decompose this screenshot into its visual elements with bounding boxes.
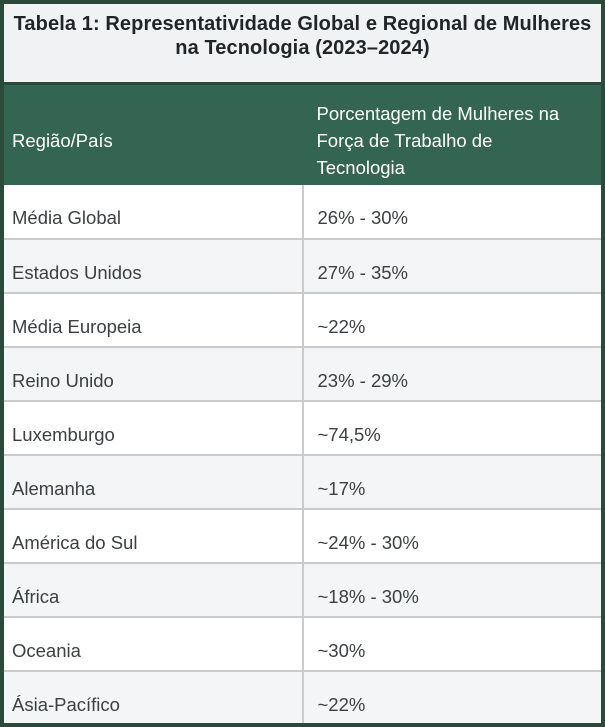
header-cell-value: Porcentagem de Mulheres na Força de Trab… [302, 85, 601, 185]
table-row: Ásia-Pacífico ~22% [4, 670, 601, 723]
table-header: Região/País Porcentagem de Mulheres na F… [4, 85, 601, 185]
header-value-label: Porcentagem de Mulheres na Força de Trab… [316, 102, 560, 178]
region-cell: América do Sul [4, 508, 303, 563]
table-row: Média Global 26% - 30% [4, 185, 601, 239]
header-region-label: Região/País [12, 129, 113, 151]
region-cell: Estados Unidos [4, 238, 303, 293]
region-cell: Reino Unido [4, 346, 303, 401]
region-cell: Média Global [12, 207, 122, 228]
table-title-line1: Tabela 1: Representatividade Global e Re… [13, 13, 592, 35]
region-cell: África [4, 562, 303, 617]
value-cell: ~18% - 30% [301, 562, 601, 617]
table-row: África ~18% - 30% [4, 562, 601, 617]
table-row: Média Europeia ~22% [4, 292, 601, 347]
table-row: Alemanha ~17% [4, 454, 601, 509]
value-cell: ~30% [301, 616, 601, 671]
header-cell-region: Região/País [4, 85, 303, 185]
table-title-line2: na Tecnologia (2023–2024) [175, 37, 430, 59]
value-cell: ~17% [301, 454, 601, 509]
table-body: Média Global 26% - 30% Estados Unidos 27% -… [4, 185, 601, 723]
value-cell: 27% - 35% [301, 238, 601, 293]
table-row: Oceania ~30% [4, 616, 601, 671]
table-title: Tabela 1: Representatividade Global e Re… [4, 4, 601, 85]
value-cell: 26% - 30% [301, 185, 601, 239]
value-cell: 23% - 29% [301, 346, 601, 401]
table-row: Estados Unidos 27% - 35% [4, 238, 601, 293]
region-cell: Alemanha [4, 454, 303, 509]
region-cell: Média Europeia [4, 292, 303, 347]
table-row: Reino Unido 23% - 29% [4, 346, 601, 401]
region-cell: Ásia-Pacífico [4, 670, 303, 723]
table-row: Luxemburgo ~74,5% [4, 400, 601, 455]
value-cell: ~74,5% [301, 400, 601, 455]
table-row: América do Sul ~24% - 30% [4, 508, 601, 563]
value-cell: ~22% [301, 292, 601, 347]
region-cell: Luxemburgo [4, 400, 303, 455]
region-cell: Oceania [4, 616, 303, 671]
data-table: Região/País Porcentagem de Mulheres na F… [4, 85, 601, 723]
value-cell: ~24% - 30% [301, 508, 601, 563]
value-cell: ~22% [301, 670, 601, 723]
header-row: Região/País Porcentagem de Mulheres na F… [4, 85, 601, 185]
